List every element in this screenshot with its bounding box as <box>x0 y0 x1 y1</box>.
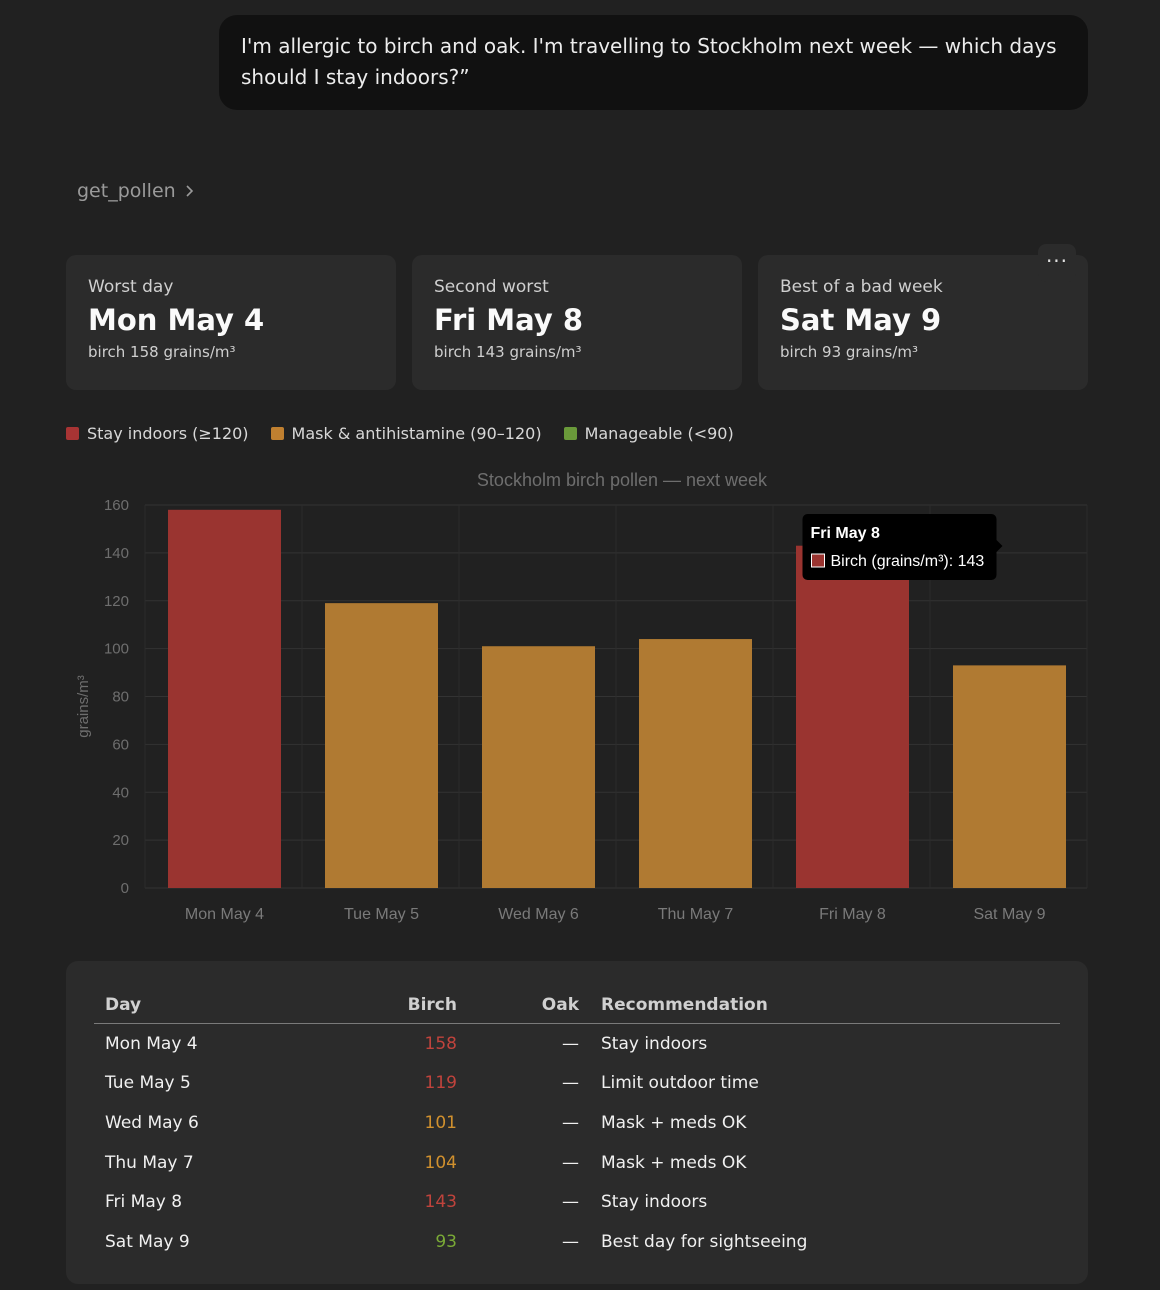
y-tick-label: 0 <box>121 880 129 897</box>
card-value: birch 93 grains/m³ <box>780 343 918 361</box>
card-day: Mon May 4 <box>88 303 265 337</box>
cell-birch: 119 <box>424 1073 457 1094</box>
chart-legend: Stay indoors (≥120) Mask & antihistamine… <box>66 424 734 443</box>
y-tick-label: 140 <box>104 545 129 562</box>
tool-call-name: get_pollen <box>77 180 176 202</box>
bar-mon-may-4 <box>168 509 281 888</box>
header-oak: Oak <box>468 987 590 1024</box>
cell-day: Wed May 6 <box>105 1112 199 1133</box>
cell-day: Fri May 8 <box>105 1192 183 1213</box>
table-header-row: Day Birch Oak Recommendation <box>94 987 1060 1024</box>
bar-fri-may-8 <box>796 545 909 888</box>
more-menu-button[interactable]: ··· <box>1038 244 1076 282</box>
y-tick-label: 80 <box>112 689 129 706</box>
cell-oak: — <box>562 1073 579 1094</box>
legend-swatch <box>270 427 284 440</box>
legend-label: Manageable (<90) <box>584 424 734 443</box>
legend-swatch <box>563 427 577 440</box>
y-tick-label: 20 <box>112 832 129 849</box>
more-horizontal-icon: ··· <box>1045 249 1069 273</box>
legend-swatch <box>66 427 79 440</box>
cell-recommendation: Stay indoors <box>601 1192 708 1213</box>
card-day: Sat May 9 <box>780 303 942 337</box>
user-message-bubble: I'm allergic to birch and oak. I'm trave… <box>219 15 1088 110</box>
x-tick-label: Tue May 5 <box>344 906 419 923</box>
header-day: Day <box>94 987 346 1024</box>
x-tick-label: Fri May 8 <box>819 906 886 923</box>
y-axis-label: grains/m³ <box>75 675 92 738</box>
cell-oak: — <box>562 1033 579 1054</box>
y-tick-label: 120 <box>104 593 129 610</box>
cell-oak: — <box>562 1192 579 1213</box>
pollen-table: Day Birch Oak Recommendation Mon May 4 15… <box>94 987 1060 1262</box>
x-tick-label: Thu May 7 <box>658 906 734 923</box>
legend-label: Mask & antihistamine (90–120) <box>291 424 542 443</box>
x-tick-label: Sat May 9 <box>973 906 1045 923</box>
summary-card-best: Best of a bad week Sat May 9 birch 93 gr… <box>758 255 1088 390</box>
y-tick-label: 40 <box>112 784 129 801</box>
table-row: Tue May 5 119 — Limit outdoor time <box>94 1064 1060 1104</box>
cell-day: Sat May 9 <box>105 1231 190 1252</box>
summary-card-worst: Worst day Mon May 4 birch 158 grains/m³ <box>66 255 396 390</box>
table-row: Fri May 8 143 — Stay indoors <box>94 1182 1060 1222</box>
cell-day: Tue May 5 <box>105 1073 191 1094</box>
tool-call-toggle[interactable]: get_pollen <box>77 180 194 202</box>
cell-day: Mon May 4 <box>105 1033 198 1054</box>
table-row: Mon May 4 158 — Stay indoors <box>94 1024 1060 1064</box>
card-label: Best of a bad week <box>780 277 943 297</box>
cell-recommendation: Mask + meds OK <box>601 1152 747 1173</box>
bar-tue-may-5 <box>325 603 438 888</box>
legend-item-manageable: Manageable (<90) <box>563 424 734 443</box>
tooltip-title: Fri May 8 <box>811 525 880 542</box>
tooltip-pointer <box>996 540 1003 552</box>
cell-recommendation: Mask + meds OK <box>601 1112 747 1133</box>
legend-label: Stay indoors (≥120) <box>87 424 249 443</box>
tooltip-swatch <box>811 553 825 568</box>
y-tick-label: 160 <box>104 497 129 514</box>
table-row: Thu May 7 104 — Mask + meds OK <box>94 1143 1060 1183</box>
cell-recommendation: Limit outdoor time <box>601 1073 759 1094</box>
bar-thu-may-7 <box>639 639 752 888</box>
tooltip-box <box>802 514 997 580</box>
legend-item-stay-indoors: Stay indoors (≥120) <box>66 424 249 443</box>
header-recommendation: Recommendation <box>590 987 1060 1024</box>
y-tick-label: 60 <box>112 736 129 753</box>
chevron-right-icon <box>184 182 194 201</box>
table-row: Wed May 6 101 — Mask + meds OK <box>94 1103 1060 1143</box>
card-value: birch 143 grains/m³ <box>434 343 582 361</box>
user-message-text: I'm allergic to birch and oak. I'm trave… <box>241 34 1057 89</box>
cell-birch: 101 <box>424 1112 457 1133</box>
cell-birch: 93 <box>435 1231 457 1252</box>
birch-pollen-bar-chart: Stockholm birch pollen — next week 0 20 40 6… <box>75 470 1088 923</box>
legend-item-mask: Mask & antihistamine (90–120) <box>270 424 542 443</box>
summary-card-second-worst: Second worst Fri May 8 birch 143 grains/… <box>412 255 742 390</box>
x-tick-label: Mon May 4 <box>185 906 264 923</box>
cell-day: Thu May 7 <box>105 1152 194 1173</box>
cell-birch: 104 <box>424 1152 457 1173</box>
pollen-table-card: Day Birch Oak Recommendation Mon May 4 15… <box>66 961 1088 1284</box>
bar-wed-may-6 <box>482 646 595 888</box>
bar-sat-may-9 <box>953 665 1066 888</box>
cell-oak: — <box>562 1231 579 1252</box>
cell-birch: 143 <box>424 1192 457 1213</box>
chart-title: Stockholm birch pollen — next week <box>477 470 768 490</box>
card-label: Worst day <box>88 277 174 297</box>
card-label: Second worst <box>434 277 549 297</box>
card-value: birch 158 grains/m³ <box>88 343 236 361</box>
tooltip-value: Birch (grains/m³): 143 <box>831 553 985 570</box>
card-day: Fri May 8 <box>434 303 584 337</box>
x-tick-label: Wed May 6 <box>498 906 579 923</box>
cell-oak: — <box>562 1152 579 1173</box>
cell-birch: 158 <box>424 1033 457 1054</box>
cell-recommendation: Best day for sightseeing <box>601 1231 808 1252</box>
header-birch: Birch <box>346 987 468 1024</box>
cell-oak: — <box>562 1112 579 1133</box>
table-row: Sat May 9 93 — Best day for sightseeing <box>94 1222 1060 1262</box>
cell-recommendation: Stay indoors <box>601 1033 708 1054</box>
y-tick-label: 100 <box>104 641 129 658</box>
